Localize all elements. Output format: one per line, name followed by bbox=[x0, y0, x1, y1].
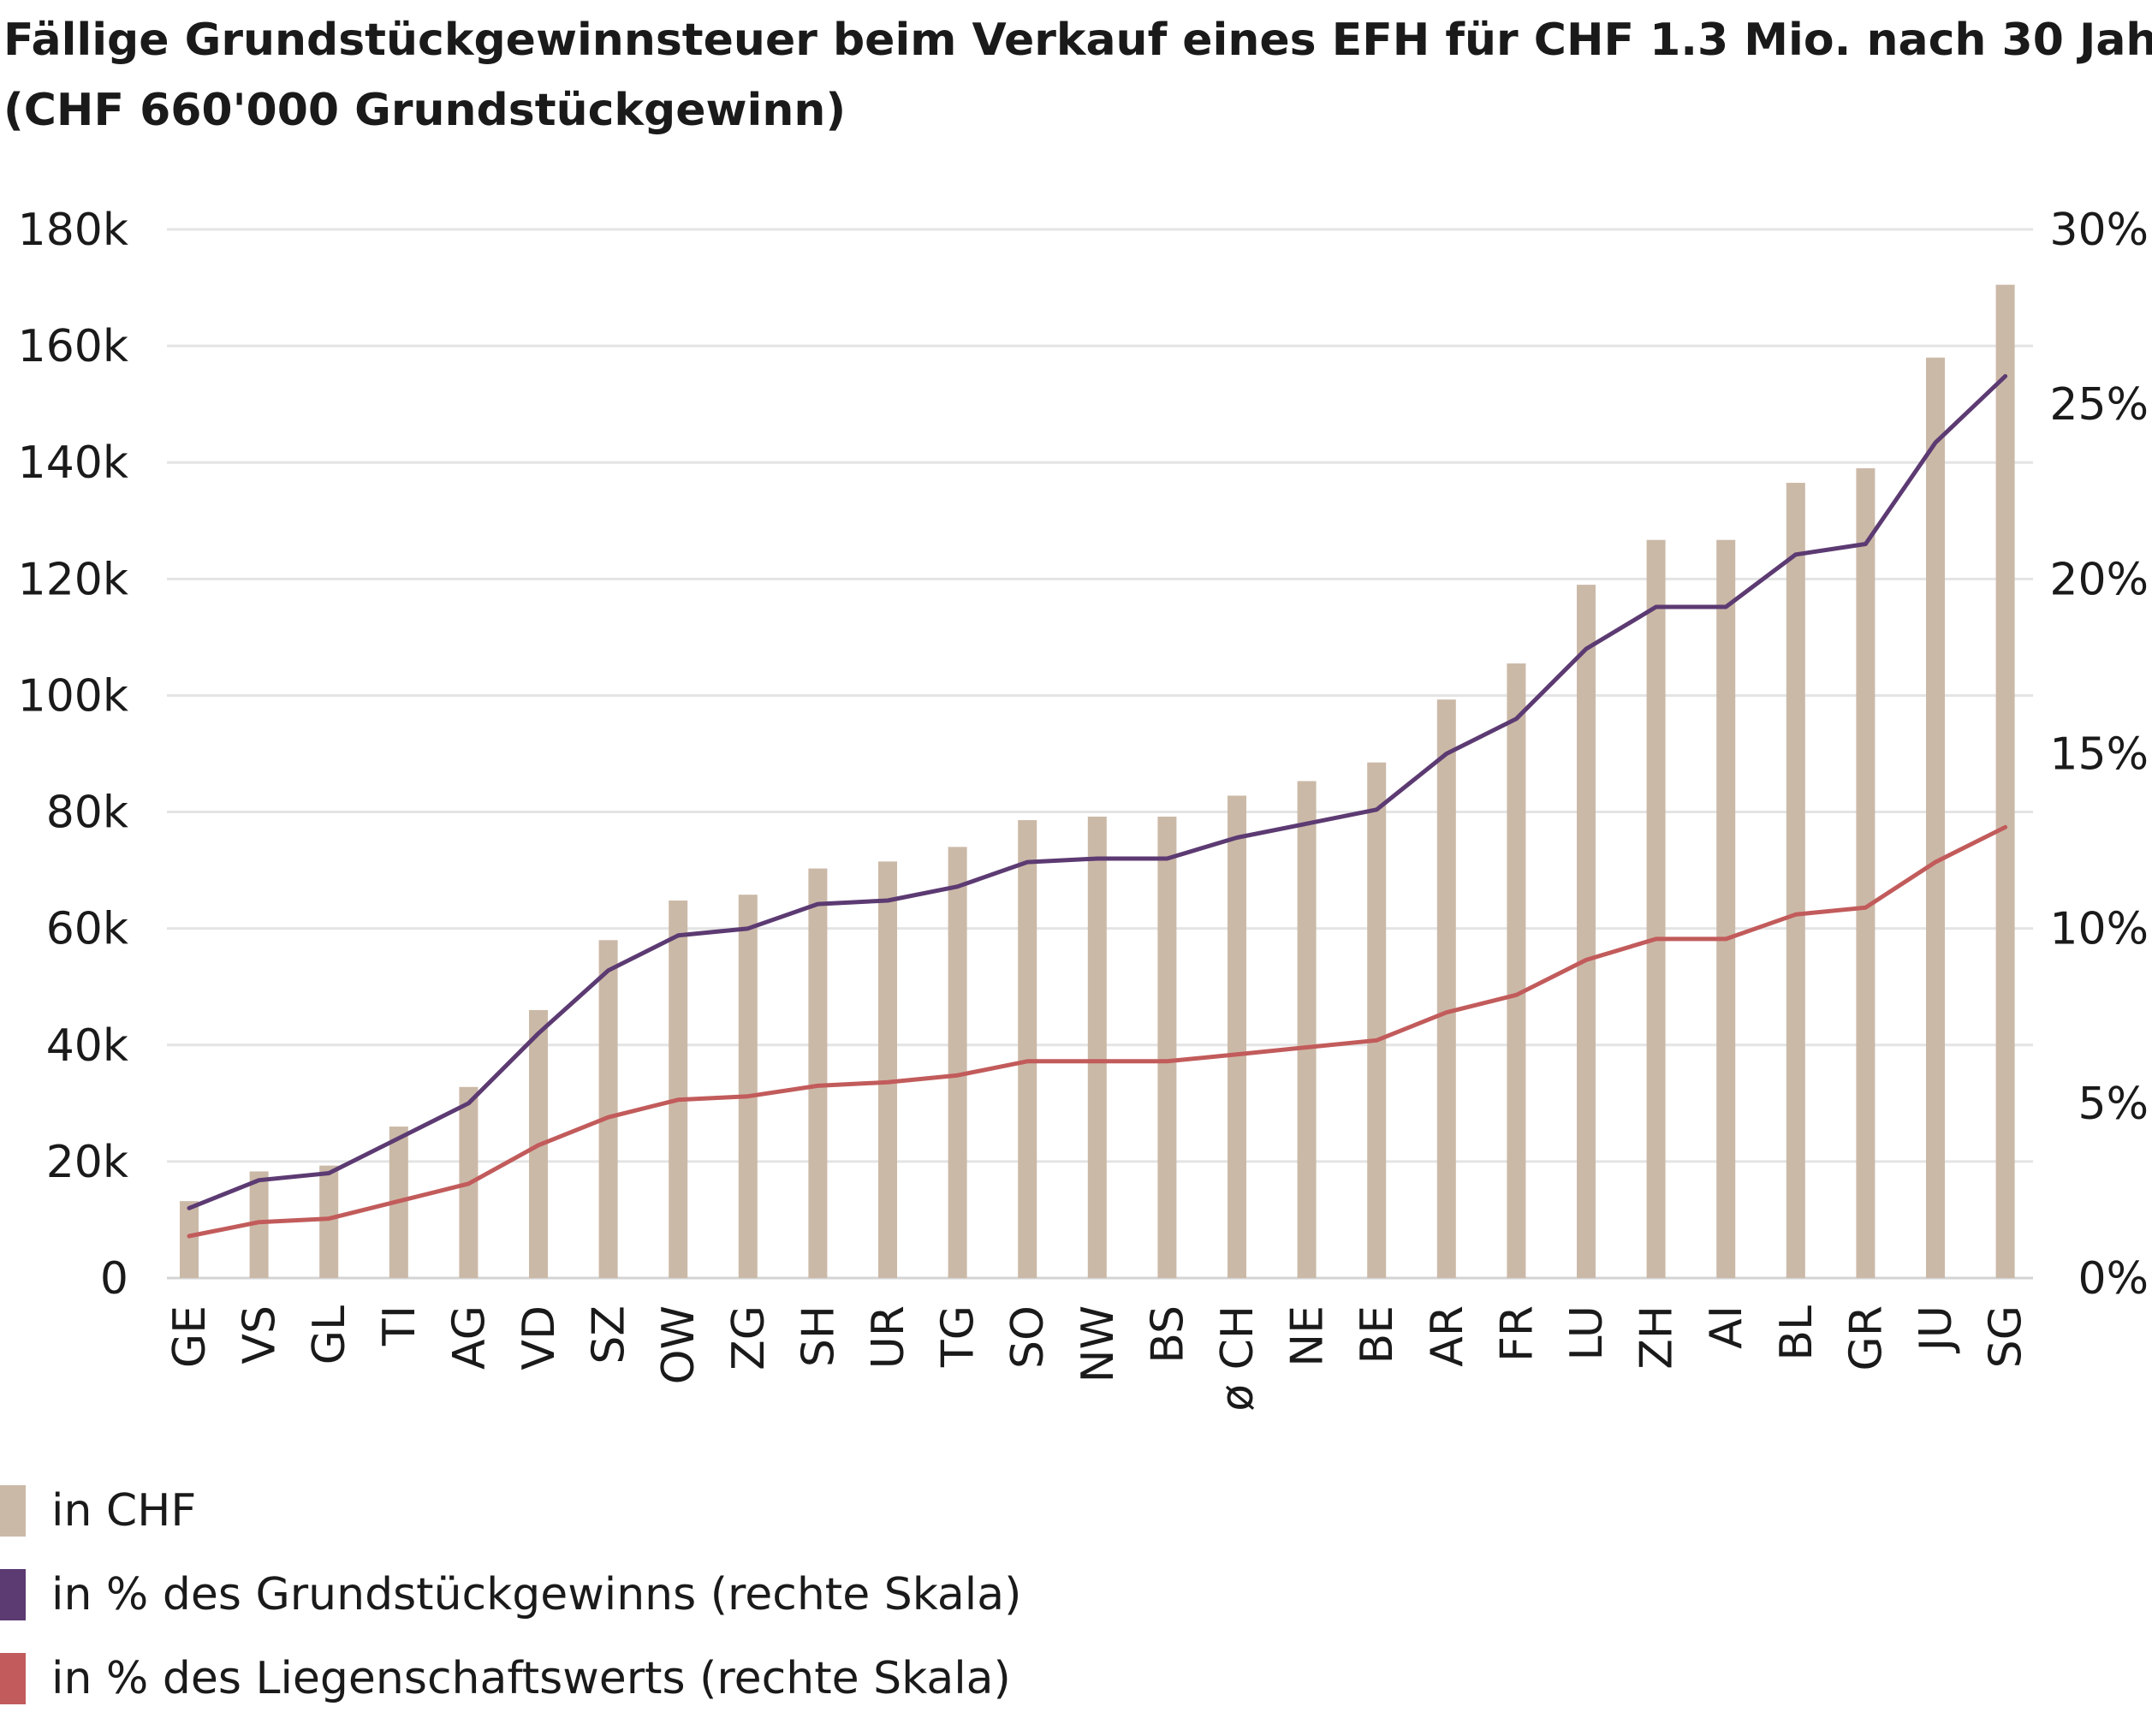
legend-label-chf: in CHF bbox=[51, 1485, 197, 1537]
bar-TG bbox=[948, 847, 967, 1278]
bar-UR bbox=[878, 861, 897, 1278]
bar-series-chf bbox=[180, 284, 2015, 1279]
bar-JU bbox=[1926, 357, 1945, 1279]
bar-VS bbox=[249, 1171, 269, 1278]
chart-title-line-1: Fällige Grundstückgewinnsteuer beim Verk… bbox=[3, 15, 2152, 66]
legend-swatch-gewinn bbox=[0, 1569, 26, 1620]
bar-SG bbox=[1995, 284, 2015, 1278]
x-category-label: VS bbox=[235, 1305, 286, 1364]
x-category-label: SG bbox=[1981, 1305, 2032, 1368]
x-category-label: BE bbox=[1352, 1305, 1403, 1364]
bar-SO bbox=[1018, 820, 1037, 1278]
y-right-tick-label: 20% bbox=[2049, 554, 2149, 605]
chart-title: Fällige Grundstückgewinnsteuer beim Verk… bbox=[3, 5, 2152, 146]
y-right-tick-label: 15% bbox=[2049, 729, 2149, 781]
y-right-tick-label: 30% bbox=[2049, 205, 2149, 256]
bar-AR bbox=[1436, 699, 1456, 1278]
y-left-tick-label: 0 bbox=[100, 1253, 128, 1305]
legend-label-liegenschaft: in % des Liegenschaftswerts (rechte Skal… bbox=[51, 1653, 1011, 1704]
y-left-tick-label: 60k bbox=[46, 904, 128, 955]
bar-BE bbox=[1367, 762, 1387, 1278]
bar-BS bbox=[1157, 817, 1177, 1278]
bar-SH bbox=[808, 868, 828, 1278]
y-axis-left-ticks: 0 20k 40k 60k 80k 100k 120k 140k 160k 180k bbox=[18, 205, 128, 1305]
y-right-tick-label: 25% bbox=[2049, 379, 2149, 431]
y-left-tick-label: 80k bbox=[46, 788, 128, 839]
x-category-label: VD bbox=[514, 1305, 565, 1370]
bar-FR bbox=[1507, 663, 1526, 1278]
y-left-tick-label: 120k bbox=[18, 554, 128, 605]
bar-GL bbox=[319, 1165, 339, 1278]
line-liegenschaftswert bbox=[187, 824, 2008, 1239]
x-category-label: TG bbox=[933, 1305, 984, 1368]
x-category-label: GL bbox=[304, 1305, 355, 1364]
x-category-label: SH bbox=[793, 1305, 844, 1367]
x-category-label: BL bbox=[1771, 1305, 1822, 1361]
x-category-label: NE bbox=[1282, 1305, 1334, 1367]
chart-title-line-2: (CHF 660'000 Grundstückgewinn) bbox=[3, 85, 847, 136]
x-category-label: ZH bbox=[1632, 1305, 1683, 1370]
x-category-label: OW bbox=[653, 1305, 704, 1384]
x-category-label: UR bbox=[863, 1305, 914, 1369]
bar-GE bbox=[180, 1201, 199, 1278]
x-category-label: SO bbox=[1002, 1305, 1054, 1369]
x-category-label: GR bbox=[1840, 1305, 1892, 1370]
x-category-label: AR bbox=[1422, 1305, 1473, 1367]
x-axis-categories: GE VS GL TI AG VD SZ OW ZG SH UR TG SO NW BS ø CH NE BE AR… bbox=[164, 1305, 2032, 1412]
x-category-label: BS bbox=[1142, 1305, 1193, 1364]
bar-ø CH bbox=[1228, 795, 1246, 1278]
x-category-label: ZG bbox=[723, 1305, 775, 1370]
bar-AI bbox=[1716, 539, 1736, 1278]
y-left-tick-label: 180k bbox=[18, 205, 128, 256]
bar-NE bbox=[1297, 781, 1317, 1278]
x-category-label: JU bbox=[1911, 1305, 1962, 1353]
y-right-tick-label: 5% bbox=[2078, 1079, 2149, 1130]
x-category-label: LU bbox=[1561, 1305, 1613, 1360]
y-left-tick-label: 20k bbox=[46, 1137, 128, 1188]
legend-swatch-chf bbox=[0, 1485, 26, 1537]
x-category-label: AG bbox=[443, 1305, 495, 1370]
x-category-label: NW bbox=[1073, 1305, 1124, 1382]
bar-OW bbox=[669, 901, 688, 1278]
y-right-tick-label: 10% bbox=[2049, 904, 2149, 955]
y-axis-right-ticks: 0% 5% 10% 15% 20% 25% 30% bbox=[2049, 205, 2149, 1305]
y-left-tick-label: 100k bbox=[18, 670, 128, 722]
x-category-label: SZ bbox=[584, 1305, 635, 1364]
y-right-tick-label: 0% bbox=[2078, 1253, 2149, 1305]
x-category-label: TI bbox=[374, 1305, 425, 1347]
x-category-label: GE bbox=[164, 1305, 216, 1368]
bar-BL bbox=[1786, 483, 1805, 1278]
x-category-label: FR bbox=[1491, 1305, 1543, 1362]
y-left-tick-label: 40k bbox=[46, 1020, 128, 1072]
bar-LU bbox=[1577, 585, 1596, 1278]
y-left-tick-label: 140k bbox=[18, 437, 128, 489]
legend-label-gewinn: in % des Grundstückgewinns (rechte Skala… bbox=[51, 1569, 1022, 1620]
line-grundstueckgewinn bbox=[187, 374, 2008, 1210]
x-category-label: AI bbox=[1701, 1305, 1752, 1349]
x-category-label: ø CH bbox=[1212, 1305, 1263, 1412]
bar-ZH bbox=[1646, 539, 1666, 1278]
bar-ZG bbox=[738, 895, 758, 1278]
bar-NW bbox=[1087, 817, 1107, 1278]
legend-swatch-liegenschaft bbox=[0, 1653, 26, 1704]
chart-plot: 0 20k 40k 60k 80k 100k 120k 140k 160k 180k 0% 5% 10… bbox=[18, 205, 2149, 1412]
bar-SZ bbox=[598, 940, 618, 1278]
bar-GR bbox=[1856, 468, 1876, 1278]
y-left-tick-label: 160k bbox=[18, 321, 128, 372]
line-series bbox=[187, 374, 2008, 1239]
